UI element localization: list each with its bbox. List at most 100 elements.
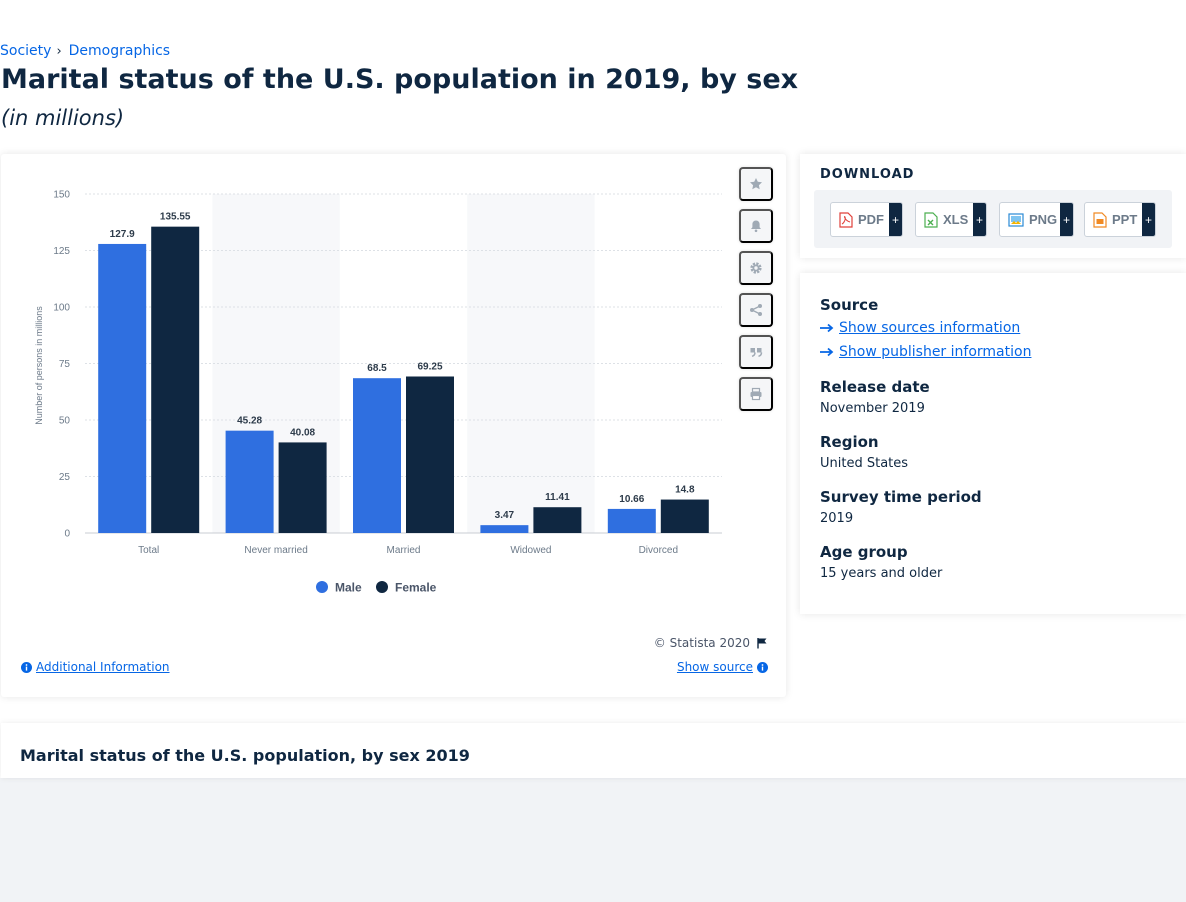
chart-card: 0 25 50 75 100 125 150 Number of persons in mil… [1,154,786,697]
age-group-label: Age group [820,543,908,561]
bar-female [151,226,200,534]
bell-icon [751,220,761,233]
show-sources-label: Show sources information [839,320,1021,336]
info-icon [757,661,768,673]
show-sources-link[interactable]: Show sources information [820,320,1020,336]
y-tick-label: 25 [59,472,71,483]
star-icon [750,178,762,190]
print-button[interactable] [739,377,773,411]
download-png-label: PNG [1029,212,1058,227]
release-date-label: Release date [820,378,930,396]
additional-information-label: Additional Information [36,660,170,674]
info-icon [21,661,32,673]
bar-male [480,525,529,533]
bar-male [353,378,401,533]
data-label: 135.55 [160,212,191,223]
copyright-text: © Statista 2020 [653,636,750,650]
data-label: 3.47 [495,510,515,521]
y-tick-label: 125 [53,246,70,257]
data-label: 68.5 [367,363,387,374]
statistic-details-card: Source Show sources information Show pub… [800,273,1186,614]
download-ppt-button[interactable]: PPT + [1084,202,1156,237]
bar-male [607,508,656,533]
y-tick-label: 100 [53,303,70,314]
share-icon [750,304,762,316]
show-source-label: Show source [676,660,753,674]
xls-file-icon [924,211,938,228]
download-ppt-plus: + [1142,203,1155,236]
source-label: Source [820,296,879,314]
y-axis-label: Number of persons in millions [34,306,44,425]
age-group-value: 15 years and older [820,566,943,581]
legend-marker-male [316,581,328,593]
y-tick-label: 0 [64,529,70,540]
related-statistic-card: Marital status of the U.S. population, b… [1,723,1186,778]
x-tick-label: Married [387,545,421,556]
download-xls-label: XLS [943,212,969,227]
bar-male [98,243,147,534]
bar-female [278,442,327,533]
data-label: 10.66 [619,494,644,505]
x-tick-label: Never married [244,545,307,556]
legend-label-male: Male [335,581,362,595]
data-label: 40.08 [290,427,315,438]
legend-label-female: Female [395,581,437,595]
y-tick-label: 75 [59,359,71,370]
data-label: 127.9 [110,229,135,240]
breadcrumb-demographics[interactable]: Demographics [68,43,171,59]
favorite-button[interactable] [739,167,773,201]
cite-button[interactable] [739,335,773,369]
survey-period-value: 2019 [820,511,854,526]
region-value: United States [820,456,909,471]
download-png-button[interactable]: PNG + [999,202,1074,237]
x-tick-label: Divorced [639,545,678,556]
download-pdf-button[interactable]: PDF + [830,202,903,237]
bar-female [660,499,709,533]
download-title: DOWNLOAD [820,167,915,182]
download-xls-plus: + [973,203,986,236]
flag-icon[interactable] [756,637,768,649]
x-tick-label: Widowed [510,545,551,556]
x-tick-label: Total [138,545,159,556]
bar-female [533,507,582,533]
data-label: 45.28 [237,416,262,427]
download-pdf-plus: + [889,203,902,236]
bar-chart: 0 25 50 75 100 125 150 Number of persons in mil… [34,190,722,595]
release-date-value: November 2019 [820,401,925,416]
arrow-right-icon [820,347,834,357]
download-buttons: PDF + XLS + PNG + PPT + [814,190,1172,248]
download-xls-button[interactable]: XLS + [915,202,987,237]
page-title: Marital status of the U.S. population in… [1,64,799,95]
related-statistic-title: Marital status of the U.S. population, b… [20,746,470,765]
show-publisher-label: Show publisher information [839,344,1032,360]
quote-icon [750,348,763,358]
gear-icon [750,262,762,274]
show-publisher-link[interactable]: Show publisher information [820,344,1031,360]
page-subtitle: (in millions) [1,106,125,130]
y-tick-label: 50 [59,416,71,427]
data-label: 69.25 [417,361,442,372]
ppt-file-icon [1093,211,1107,228]
download-ppt-label: PPT [1112,212,1138,227]
survey-period-label: Survey time period [820,488,982,506]
show-source-link[interactable]: Show source [677,660,768,674]
notification-button[interactable] [739,209,773,243]
download-card: DOWNLOAD PDF + XLS + PNG + [800,154,1186,258]
arrow-right-icon [820,323,834,333]
bar-female [406,376,454,533]
png-file-icon [1008,212,1024,227]
bar-male [225,430,274,533]
region-label: Region [820,433,879,451]
legend-marker-female [376,581,388,593]
data-label: 14.8 [675,485,695,496]
settings-button[interactable] [739,251,773,285]
y-tick-label: 150 [53,190,70,201]
pdf-file-icon [839,211,853,228]
download-png-plus: + [1060,203,1073,236]
breadcrumb-society[interactable]: Society [0,43,52,59]
share-button[interactable] [739,293,773,327]
chart-copyright: © Statista 2020 [654,636,768,650]
breadcrumb-separator: › [56,43,62,59]
additional-information-link[interactable]: Additional Information [21,660,170,674]
data-label: 11.41 [545,492,570,503]
